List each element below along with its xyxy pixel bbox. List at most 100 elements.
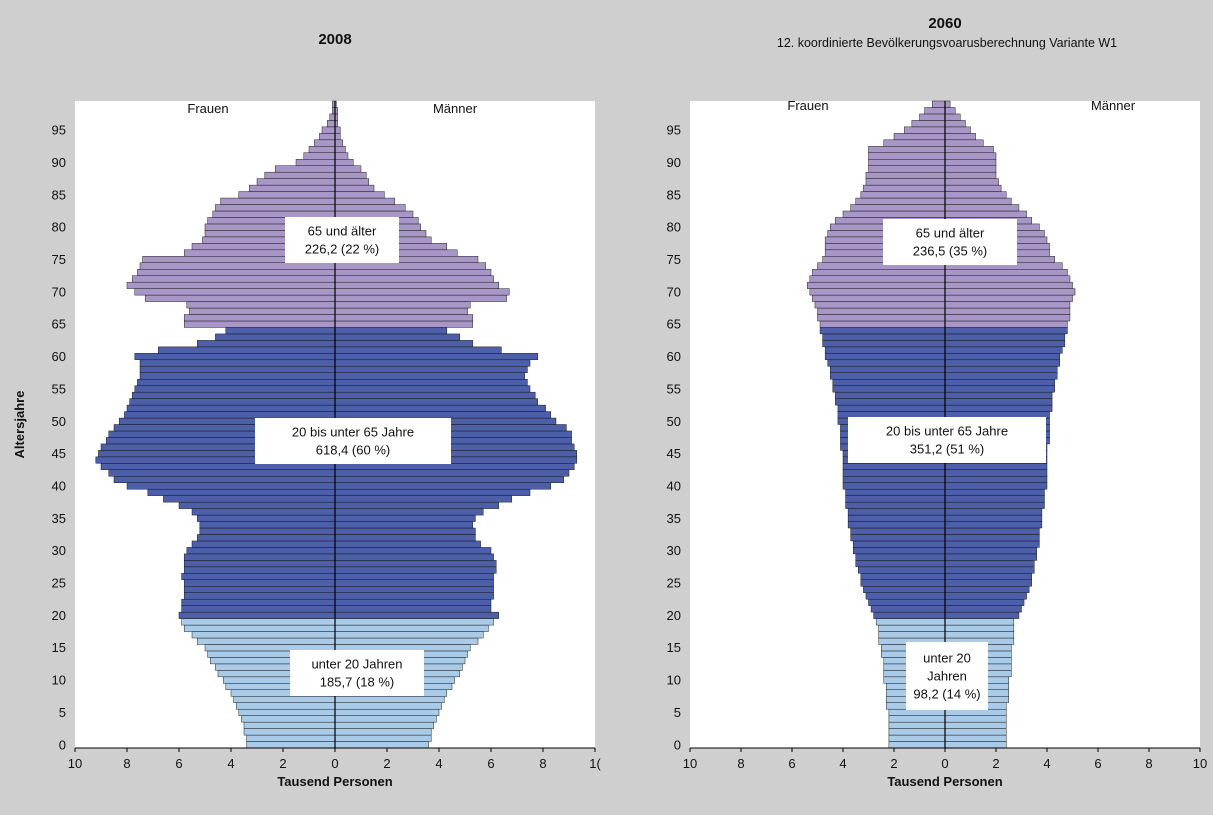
bar-frauen-age-28: [183, 560, 336, 568]
bar-maenner-age-34: [944, 521, 1043, 529]
bar-frauen-age-51: [124, 411, 336, 419]
bar-maenner-age-61: [334, 346, 502, 354]
bar-maenner-age-82: [944, 210, 1027, 218]
side-label-frauen: Frauen: [787, 98, 828, 113]
bar-frauen-age-86: [248, 184, 336, 192]
y-tick-label: 40: [667, 478, 681, 493]
bar-maenner-age-39: [334, 488, 531, 496]
y-tick-label: 60: [52, 349, 66, 364]
bar-frauen-age-29: [855, 553, 946, 561]
bar-frauen-age-54: [131, 391, 336, 399]
group-label-box: [290, 650, 424, 696]
x-tick-label: 10: [68, 756, 82, 771]
bar-frauen-age-24: [863, 586, 946, 593]
group-label-line: 98,2 (14 %): [913, 687, 980, 702]
bar-maenner-age-99: [944, 100, 951, 108]
bar-frauen-age-85: [860, 191, 946, 199]
chart-title: 2060: [928, 15, 961, 32]
bar-maenner-age-6: [334, 702, 442, 710]
bar-frauen-age-21: [181, 605, 336, 613]
bar-frauen-age-23: [865, 592, 946, 600]
bar-maenner-age-64: [334, 327, 448, 335]
bar-frauen-age-58: [830, 366, 946, 373]
bar-maenner-age-70: [944, 288, 1076, 296]
x-tick-label: 2: [992, 756, 999, 771]
bar-maenner-age-86: [334, 184, 375, 192]
x-tick-label: 8: [737, 756, 744, 771]
group-label: 65 und älter 236,5 (35 %): [883, 219, 1017, 265]
bar-frauen-age-82: [842, 210, 946, 218]
bar-maenner-age-42: [334, 469, 570, 477]
group-label-line: unter 20 Jahren: [311, 657, 402, 672]
y-tick-label: 50: [52, 414, 66, 429]
bar-frauen-age-68: [186, 301, 336, 309]
group-label-line: 185,7 (18 %): [320, 675, 394, 690]
bar-frauen-age-26: [860, 573, 946, 581]
bar-frauen-age-36: [847, 508, 946, 516]
x-tick-label: 6: [1094, 756, 1101, 771]
bar-frauen-age-60: [134, 353, 336, 361]
y-tick-label: 25: [52, 576, 66, 591]
bar-frauen-age-31: [852, 540, 946, 548]
bar-frauen-age-42: [842, 469, 946, 477]
bar-frauen-age-0: [246, 741, 336, 749]
bar-maenner-age-69: [334, 294, 507, 302]
y-tick-label: 80: [667, 220, 681, 235]
bar-maenner-age-37: [334, 501, 500, 509]
bar-frauen-age-41: [113, 476, 336, 483]
bar-maenner-age-85: [944, 191, 1007, 199]
bar-maenner-age-21: [944, 605, 1022, 613]
bar-frauen-age-83: [850, 204, 946, 212]
bar-frauen-age-33: [850, 527, 946, 535]
bar-frauen-age-30: [186, 547, 336, 555]
y-tick-label: 25: [667, 576, 681, 591]
bar-maenner-age-95: [944, 126, 971, 134]
bar-frauen-age-87: [256, 178, 336, 186]
bar-frauen-age-5: [888, 708, 946, 716]
bar-frauen-age-43: [842, 463, 946, 471]
bar-maenner-age-32: [944, 534, 1040, 542]
group-label: unter 20 Jahren 98,2 (14 %): [906, 642, 988, 710]
bar-maenner-age-68: [334, 301, 471, 309]
bar-maenner-age-85: [334, 191, 385, 199]
bar-frauen-age-62: [822, 340, 946, 348]
group-label-line: 20 bis unter 65 Jahre: [292, 425, 414, 440]
bar-frauen-age-89: [274, 165, 336, 173]
bar-frauen-age-99: [932, 100, 946, 108]
bar-frauen-age-25: [183, 579, 336, 587]
bar-maenner-age-30: [334, 547, 492, 555]
bar-frauen-age-30: [852, 547, 946, 555]
bar-maenner-age-30: [944, 547, 1038, 555]
bar-maenner-age-60: [944, 353, 1060, 361]
y-tick-label: 45: [52, 446, 66, 461]
bar-frauen-age-59: [139, 359, 336, 367]
bar-maenner-age-53: [944, 398, 1053, 406]
bar-frauen-age-68: [814, 301, 946, 309]
bar-maenner-age-54: [334, 391, 536, 399]
bar-frauen-age-84: [220, 197, 336, 205]
bar-frauen-age-15: [204, 644, 336, 652]
bar-frauen-age-21: [870, 605, 946, 613]
bar-frauen-age-22: [181, 598, 336, 606]
bar-frauen-age-29: [183, 553, 336, 561]
bar-frauen-age-6: [235, 702, 336, 710]
bar-maenner-age-24: [334, 586, 494, 593]
x-tick-label: 4: [435, 756, 442, 771]
bar-maenner-age-28: [334, 560, 497, 568]
y-tick-label: 5: [674, 705, 681, 720]
bar-frauen-age-89: [868, 165, 946, 173]
y-axis-title: Altersjahre: [12, 391, 27, 459]
bar-frauen-age-91: [868, 152, 946, 160]
bar-frauen-age-54: [835, 391, 946, 399]
bar-maenner-age-53: [334, 398, 539, 406]
bar-maenner-age-87: [944, 178, 999, 186]
group-label-line: 351,2 (51 %): [910, 442, 984, 457]
bar-frauen-age-73: [137, 268, 336, 276]
bar-frauen-age-32: [196, 534, 336, 542]
bar-frauen-age-22: [868, 598, 946, 606]
bar-frauen-age-19: [181, 618, 336, 626]
bar-frauen-age-64: [225, 327, 336, 335]
bar-frauen-age-53: [835, 398, 946, 406]
bars: [95, 100, 578, 749]
bar-maenner-age-84: [334, 197, 396, 205]
